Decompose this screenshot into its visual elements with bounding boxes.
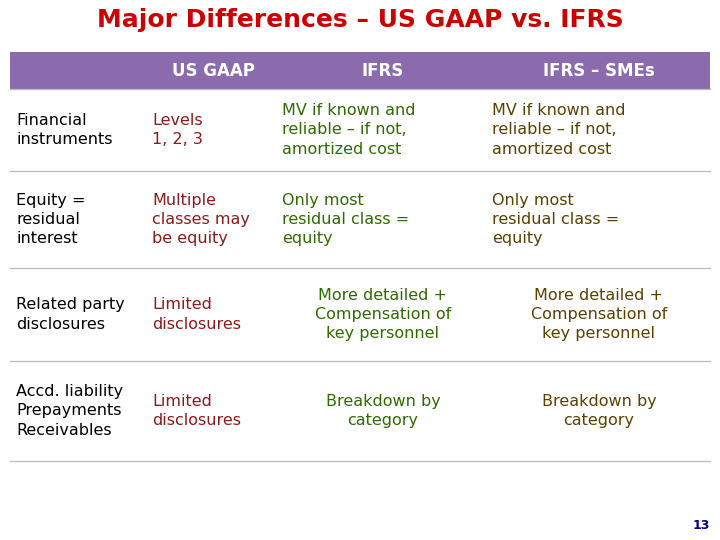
Text: More detailed +
Compensation of
key personnel: More detailed + Compensation of key pers…	[531, 288, 667, 341]
Text: Financial
instruments: Financial instruments	[16, 113, 112, 147]
Bar	[10, 361, 710, 461]
Text: Breakdown by
category: Breakdown by category	[541, 394, 657, 428]
Bar	[10, 171, 710, 268]
Text: Levels
1, 2, 3: Levels 1, 2, 3	[152, 113, 203, 147]
Text: Equity =
residual
interest: Equity = residual interest	[16, 193, 86, 246]
Text: MV if known and
reliable – if not,
amortized cost: MV if known and reliable – if not, amort…	[492, 103, 626, 157]
Text: Multiple
classes may
be equity: Multiple classes may be equity	[152, 193, 250, 246]
Bar	[10, 268, 710, 361]
Text: Related party
disclosures: Related party disclosures	[16, 298, 125, 332]
Text: MV if known and
reliable – if not,
amortized cost: MV if known and reliable – if not, amort…	[282, 103, 415, 157]
Text: US GAAP: US GAAP	[171, 62, 254, 79]
Text: Limited
disclosures: Limited disclosures	[152, 394, 241, 428]
Text: More detailed +
Compensation of
key personnel: More detailed + Compensation of key pers…	[315, 288, 451, 341]
Text: IFRS – SMEs: IFRS – SMEs	[543, 62, 655, 79]
Text: Only most
residual class =
equity: Only most residual class = equity	[282, 193, 409, 246]
Text: Major Differences – US GAAP vs. IFRS: Major Differences – US GAAP vs. IFRS	[96, 8, 624, 32]
Bar	[10, 89, 710, 171]
Text: Breakdown by
category: Breakdown by category	[325, 394, 441, 428]
Text: Accd. liability
Prepayments
Receivables: Accd. liability Prepayments Receivables	[16, 384, 123, 438]
Text: Limited
disclosures: Limited disclosures	[152, 298, 241, 332]
Bar	[10, 52, 710, 89]
Text: 13: 13	[693, 519, 710, 532]
Text: Only most
residual class =
equity: Only most residual class = equity	[492, 193, 619, 246]
Text: IFRS: IFRS	[362, 62, 404, 79]
